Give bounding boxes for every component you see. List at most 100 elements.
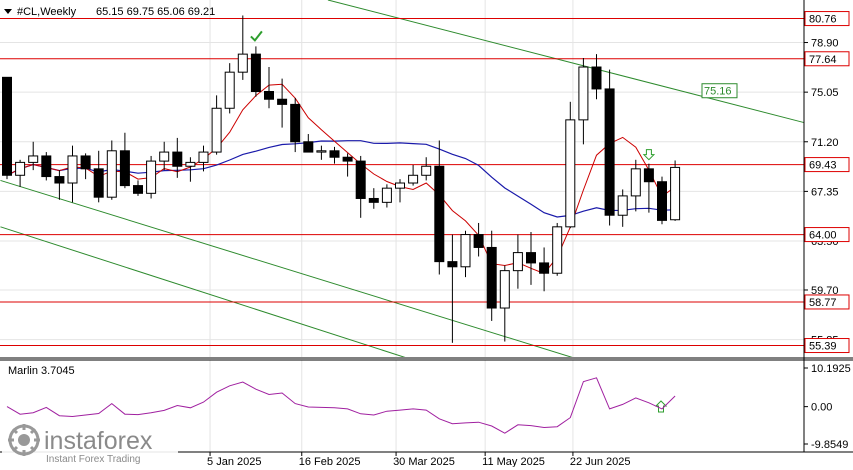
candle-bear <box>172 151 183 167</box>
candle-bull <box>499 270 510 309</box>
dropdown-triangle-icon[interactable] <box>4 9 12 14</box>
candle-bear <box>133 185 143 194</box>
candle-bear <box>119 150 130 187</box>
candle-bull <box>578 66 589 121</box>
candle-bear <box>290 103 301 143</box>
level-label-box <box>804 227 850 243</box>
candle-bear <box>526 252 536 264</box>
osc-tick-label: -9.8549 <box>811 439 848 451</box>
candle-bull <box>670 166 681 221</box>
oscillator <box>6 377 676 434</box>
candle-bull <box>198 151 209 163</box>
osc-tick-label: 10.1925 <box>811 363 851 375</box>
oscillator-line <box>6 377 676 434</box>
candle-bull <box>185 161 196 167</box>
level-label-box <box>804 294 850 310</box>
grid <box>0 0 804 452</box>
candle-bull <box>460 234 471 268</box>
main-pane <box>0 0 804 357</box>
candle-bull <box>237 53 248 73</box>
candle-bull <box>28 155 39 163</box>
y-tick-label: 59.70 <box>811 285 839 297</box>
symbol-title: #CL,Weekly <box>17 6 77 18</box>
candle-bear <box>277 98 288 105</box>
candle-bear <box>539 262 550 274</box>
candle-bull <box>159 151 170 162</box>
channel-line <box>0 179 573 357</box>
watermark-brand: instaforex <box>44 427 153 455</box>
candle-bear <box>434 165 445 263</box>
candle-bull <box>146 160 157 194</box>
horizontal-levels <box>0 18 804 347</box>
osc-tick-label: 0.00 <box>811 402 832 414</box>
candle-bear <box>93 168 104 198</box>
candle-bull <box>617 195 628 216</box>
level-label: 64.00 <box>809 230 837 242</box>
y-tick-label: 78.90 <box>811 38 839 50</box>
y-tick-label: 67.35 <box>811 186 839 198</box>
candles <box>2 15 681 343</box>
candle-bear <box>486 246 497 309</box>
x-tick-label: 16 Feb 2025 <box>299 456 361 467</box>
level-label: 69.43 <box>809 160 837 172</box>
candle-bull <box>224 71 235 109</box>
level-label-box <box>804 157 850 173</box>
y-tick-label: 71.20 <box>811 137 839 149</box>
level-label: 80.76 <box>809 14 837 26</box>
candle-bull <box>408 174 419 184</box>
indicator-label: Marlin 3.7045 <box>8 365 75 377</box>
candle-bull <box>552 226 563 274</box>
x-tick-label: 22 Jun 2025 <box>570 456 631 467</box>
candle-bear <box>591 66 602 90</box>
trend-channel <box>0 0 804 357</box>
candle-bull <box>395 182 405 189</box>
check-icon <box>250 30 263 42</box>
candle-bear <box>2 76 12 176</box>
level-label: 58.77 <box>809 297 837 309</box>
instaforex-logo-icon <box>8 424 40 456</box>
level-label: 77.64 <box>809 54 837 66</box>
candle-bull <box>381 187 392 203</box>
x-tick-label: 5 Jan 2025 <box>207 456 261 467</box>
candle-bull <box>421 165 432 176</box>
candle-bear <box>447 261 458 268</box>
candle-bull <box>316 150 327 153</box>
candle-bull <box>211 107 222 153</box>
candle-bear <box>329 150 340 158</box>
candle-bear <box>80 155 91 170</box>
candle-bull <box>512 252 523 272</box>
level-label-box <box>804 338 850 354</box>
watermark-tagline: Instant Forex Trading <box>46 454 141 465</box>
channel-line <box>327 0 804 123</box>
level-labels: 80.76 77.64 69.43 64.00 58.77 55.39 <box>804 11 850 354</box>
watermark: instaforex Instant Forex Trading <box>2 422 178 466</box>
candle-bear <box>54 176 65 184</box>
candle-bear <box>250 53 261 93</box>
x-tick-label: 30 Mar 2025 <box>393 456 455 467</box>
candle-bull <box>630 168 641 197</box>
chart-header: #CL,Weekly 65.15 69.75 65.06 69.21 <box>4 6 215 18</box>
ma-short-line <box>6 83 676 275</box>
candle-bear <box>303 141 314 153</box>
candle-bear <box>643 168 654 183</box>
candle-bull <box>565 119 576 228</box>
arrow-down-icon <box>642 149 656 161</box>
candle-bear <box>473 234 484 248</box>
x-tick-label: 11 May 2025 <box>482 456 545 467</box>
moving-averages <box>6 83 676 275</box>
candle-bear <box>604 88 615 216</box>
candle-bear <box>355 160 366 199</box>
candle-bear <box>41 155 52 178</box>
ma-long-line <box>6 140 676 218</box>
channel-label-box <box>701 83 738 99</box>
candle-bear <box>264 91 274 100</box>
channel-line <box>0 226 406 357</box>
ohlc-values: 65.15 69.75 65.06 69.21 <box>96 6 215 18</box>
candle-bear <box>657 181 667 221</box>
channel-label: 75.16 <box>704 86 732 98</box>
candle-bull <box>106 150 117 198</box>
candle-bear <box>368 197 379 203</box>
